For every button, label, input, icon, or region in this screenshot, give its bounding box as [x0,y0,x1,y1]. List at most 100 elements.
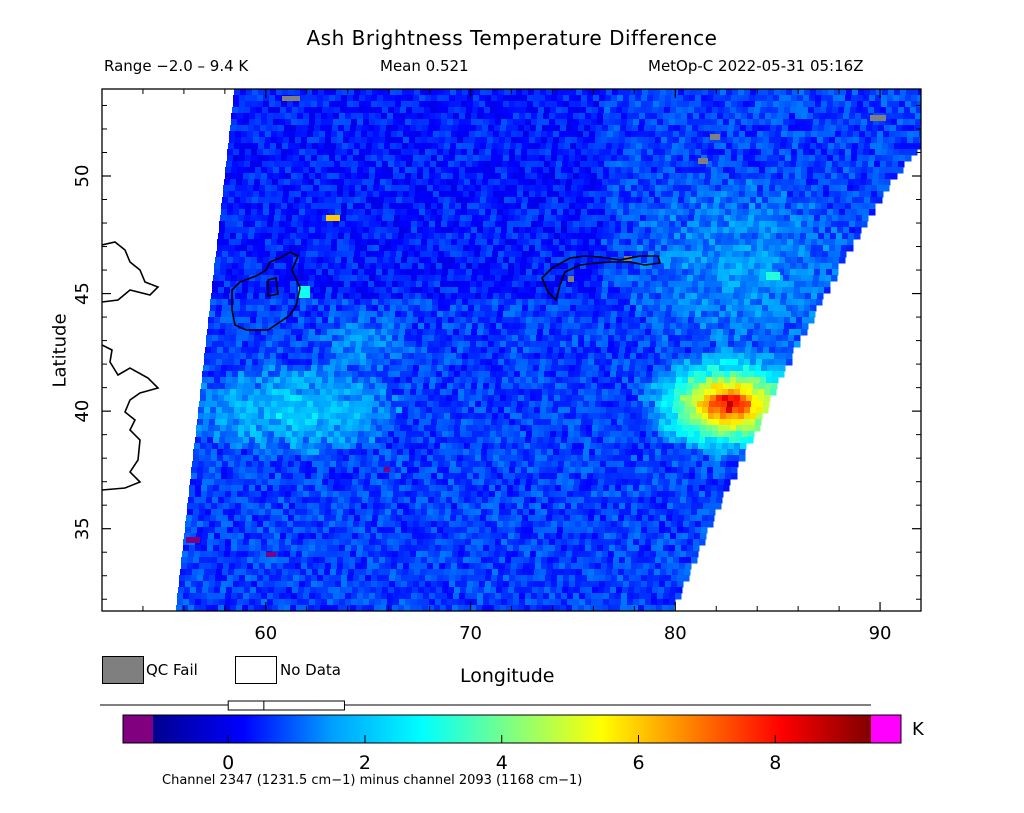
swath-pixel [284,233,291,240]
swath-pixel [369,275,376,282]
swath-pixel [387,119,394,126]
swath-pixel [739,347,746,354]
swath-pixel [674,233,681,240]
swath-pixel [355,131,362,138]
swath-pixel [370,269,377,276]
swath-pixel [420,353,427,360]
swath-pixel [669,113,676,120]
swath-pixel [288,299,295,306]
swath-pixel [564,89,571,96]
swath-pixel [692,281,699,288]
swath-pixel [344,287,351,294]
swath-pixel [679,191,686,198]
swath-pixel [392,341,399,348]
swath-pixel [869,149,876,156]
swath-pixel [311,95,318,102]
swath-pixel [226,317,233,324]
swath-pixel [605,203,612,210]
swath-pixel [415,239,422,246]
swath-pixel [584,287,591,294]
swath-pixel [381,275,388,282]
swath-pixel [769,137,776,144]
swath-pixel [522,197,529,204]
swath-pixel [277,293,284,300]
swath-pixel [270,251,277,258]
swath-pixel [462,305,469,312]
swath-pixel [777,113,784,120]
range-text: Range −2.0 – 9.4 K [104,57,249,75]
swath-pixel [211,293,218,300]
swath-pixel [463,239,470,246]
swath-pixel [621,329,628,336]
swath-pixel [549,119,556,126]
swath-pixel [727,293,734,300]
swath-pixel [421,347,428,354]
swath-pixel [373,347,380,354]
swath-pixel [345,329,352,336]
swath-pixel [494,281,501,288]
swath-pixel [731,209,738,216]
swath-pixel [573,173,580,180]
swath-pixel [360,143,367,150]
swath-pixel [319,293,326,300]
swath-pixel [432,359,439,366]
swath-pixel [226,269,233,276]
swath-pixel [578,179,585,186]
swath-pixel [382,161,389,168]
swath-pixel [569,257,576,264]
swath-pixel [544,215,551,222]
swath-pixel [283,191,290,198]
swath-pixel [739,191,746,198]
swath-pixel [613,137,620,144]
swath-pixel [649,191,656,198]
swath-pixel [535,137,542,144]
swath-pixel [534,143,541,150]
swath-pixel [502,323,509,330]
swath-pixel [620,233,627,240]
swath-pixel [424,317,431,324]
swath-pixel [344,341,351,348]
swath-pixel [436,317,443,324]
swath-pixel [640,161,647,168]
swath-pixel [421,245,428,252]
swath-pixel [603,113,610,120]
swath-pixel [674,125,681,132]
swath-pixel [415,347,422,354]
swath-pixel [547,347,554,354]
swath-pixel [557,155,564,162]
swath-pixel [809,257,816,264]
swath-pixel [689,311,696,318]
swath-pixel [743,257,750,264]
swath-pixel [546,305,553,312]
swath-pixel [575,95,582,102]
swath-pixel [332,341,339,348]
swath-pixel [775,137,782,144]
swath-pixel [564,197,571,204]
swath-pixel [401,155,408,162]
swath-pixel [230,179,237,186]
swath-pixel [443,209,450,216]
swath-pixel [299,311,306,318]
swath-pixel [758,233,765,240]
swath-pixel [514,269,521,276]
swath-pixel [604,263,611,270]
swath-pixel [781,185,788,192]
swath-pixel [291,221,298,228]
swath-pixel [765,167,772,174]
swath-pixel [670,323,677,330]
swath-pixel [808,215,815,222]
swath-pixel [743,311,750,318]
swath-pixel [912,89,919,96]
swath-pixel [591,173,598,180]
swath-pixel [244,323,251,330]
swath-pixel [378,359,385,366]
swath-pixel [280,263,287,270]
swath-pixel [220,269,227,276]
swath-pixel [348,143,355,150]
swath-pixel [803,311,810,318]
swath-pixel [682,107,689,114]
swath-pixel [636,359,643,366]
swath-pixel [737,209,744,216]
swath-pixel [573,113,580,120]
swath-pixel [330,251,337,258]
